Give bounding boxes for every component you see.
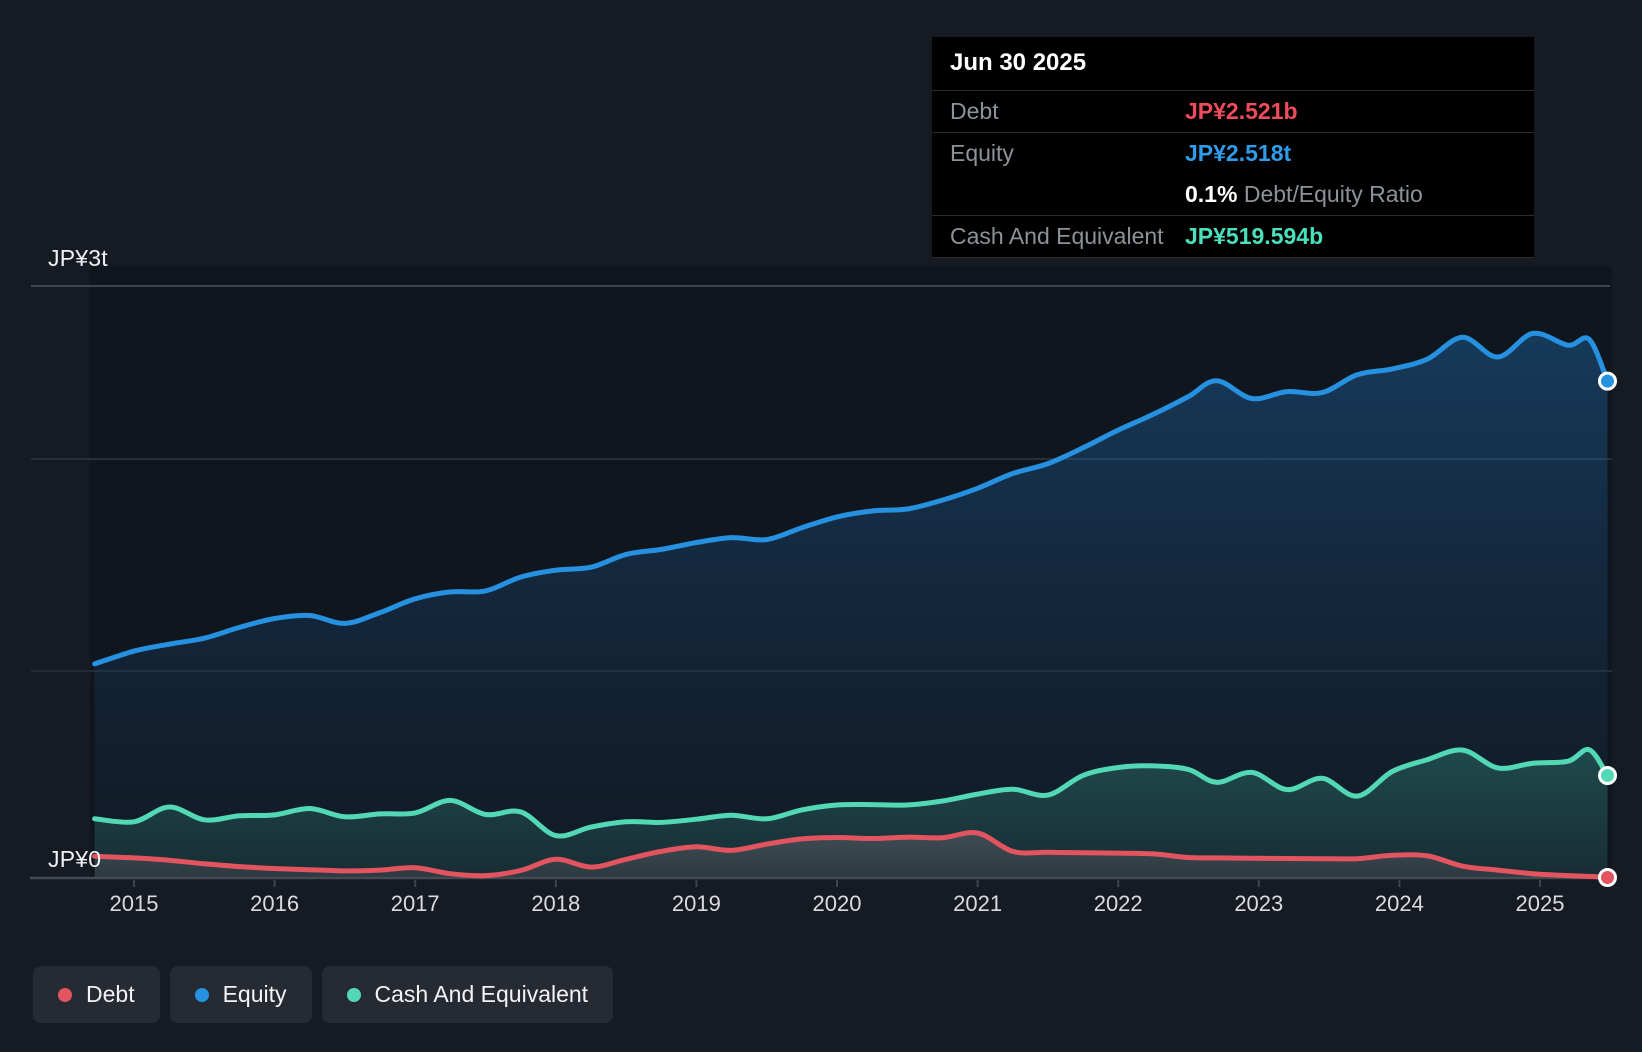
equity-end-marker[interactable] xyxy=(1600,373,1616,389)
x-axis-label-2019: 2019 xyxy=(672,891,721,917)
tooltip-row-equity: EquityJP¥2.518t xyxy=(932,133,1534,174)
x-axis-label-2016: 2016 xyxy=(250,891,299,917)
tooltip-row-label: Debt xyxy=(950,98,1185,125)
chart-tooltip: Jun 30 2025 DebtJP¥2.521bEquityJP¥2.518t… xyxy=(932,37,1534,258)
tooltip-row-label: Equity xyxy=(950,140,1185,167)
legend-item-label: Equity xyxy=(223,981,287,1008)
x-axis-label-2024: 2024 xyxy=(1375,891,1424,917)
x-axis-label-2017: 2017 xyxy=(391,891,440,917)
y-axis-label-top: JP¥3t xyxy=(48,245,108,272)
x-axis-label-2025: 2025 xyxy=(1516,891,1565,917)
x-axis-label-2021: 2021 xyxy=(953,891,1002,917)
tooltip-rows: DebtJP¥2.521bEquityJP¥2.518t0.1% Debt/Eq… xyxy=(932,91,1534,258)
debt-end-marker[interactable] xyxy=(1600,870,1616,886)
tooltip-row-value: JP¥519.594b xyxy=(1185,223,1323,250)
legend-item-label: Cash And Equivalent xyxy=(375,981,589,1008)
legend-item-equity[interactable]: Equity xyxy=(170,966,312,1023)
cash-legend-dot-icon xyxy=(347,988,361,1002)
y-axis-label-zero: JP¥0 xyxy=(48,846,101,873)
debt-equity-ratio-value: 0.1% xyxy=(1185,181,1237,207)
x-axis-label-2022: 2022 xyxy=(1094,891,1143,917)
legend-item-label: Debt xyxy=(86,981,135,1008)
tooltip-row-debt-equity-ratio: 0.1% Debt/Equity Ratio xyxy=(932,174,1534,216)
tooltip-row-cash-and-equivalent: Cash And EquivalentJP¥519.594b xyxy=(932,216,1534,258)
x-axis-label-2015: 2015 xyxy=(110,891,159,917)
chart-legend: Debt Equity Cash And Equivalent xyxy=(33,966,613,1023)
x-axis-label-2018: 2018 xyxy=(531,891,580,917)
tooltip-row-value: JP¥2.521b xyxy=(1185,98,1298,125)
debt-legend-dot-icon xyxy=(58,988,72,1002)
x-axis-label-2023: 2023 xyxy=(1234,891,1283,917)
tooltip-row-value: JP¥2.518t xyxy=(1185,140,1291,167)
equity-legend-dot-icon xyxy=(195,988,209,1002)
legend-item-debt[interactable]: Debt xyxy=(33,966,160,1023)
cash-end-marker[interactable] xyxy=(1600,768,1616,784)
x-axis-label-2020: 2020 xyxy=(813,891,862,917)
legend-item-cash-and-equivalent[interactable]: Cash And Equivalent xyxy=(322,966,614,1023)
tooltip-row-debt: DebtJP¥2.521b xyxy=(932,91,1534,133)
debt-equity-ratio-label: Debt/Equity Ratio xyxy=(1237,181,1422,207)
debt-equity-history-chart: JP¥3t JP¥0 2015 2016 2017 2018 2019 2020 2021 2… xyxy=(0,0,1642,1052)
tooltip-row-label: Cash And Equivalent xyxy=(950,223,1185,250)
tooltip-date: Jun 30 2025 xyxy=(932,37,1534,91)
